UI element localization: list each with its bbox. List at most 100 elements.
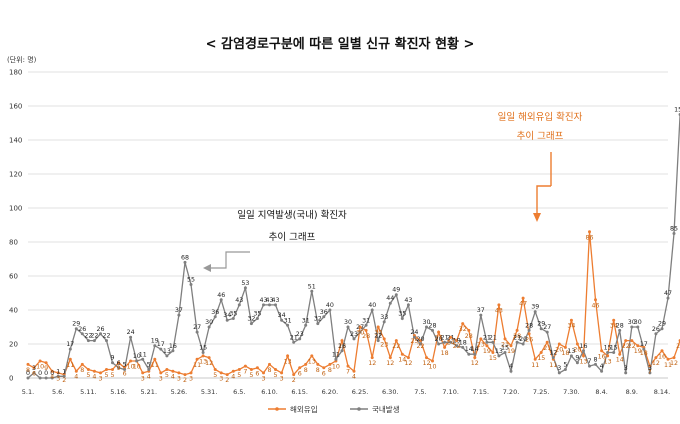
data-point-1-101: [636, 325, 640, 329]
data-point-1-70: [449, 340, 453, 344]
data-label-0-98: 14: [616, 357, 624, 364]
y-tick-label-7: 140: [9, 137, 22, 145]
data-point-1-86: [545, 330, 549, 334]
data-point-0-5: [56, 371, 60, 375]
series-points: [26, 113, 680, 380]
data-point-0-23: [165, 368, 169, 371]
data-label-0-40: 8: [267, 367, 271, 374]
data-label-1-6: 1: [62, 368, 66, 375]
data-point-1-102: [642, 347, 646, 351]
data-point-0-8: [74, 369, 78, 373]
legend-label-domestic: 국내발생: [372, 404, 400, 414]
data-point-1-31: [213, 315, 217, 319]
data-label-0-93: 86: [585, 234, 593, 241]
data-label-1-107: 85: [670, 226, 678, 233]
data-point-1-107: [672, 232, 676, 235]
data-label-0-90: 34: [567, 323, 575, 330]
annotation-domestic-arrowhead: [203, 264, 211, 272]
data-label-0-55: 30: [356, 330, 364, 337]
data-label-0-80: 19: [507, 348, 515, 355]
data-point-0-42: [280, 371, 284, 375]
x-tick-label-12: 6.30.: [382, 388, 399, 396]
data-point-1-88: [557, 371, 561, 375]
data-point-1-30: [207, 325, 211, 329]
data-point-1-71: [455, 344, 459, 348]
data-point-1-69: [443, 340, 447, 344]
data-point-1-89: [563, 368, 567, 371]
data-point-1-34: [231, 317, 235, 320]
data-point-0-61: [394, 339, 398, 343]
data-point-1-60: [388, 301, 392, 305]
data-label-0-73: 28: [465, 333, 473, 340]
data-point-1-35: [237, 303, 241, 307]
y-tick-label-8: 160: [9, 103, 22, 111]
data-label-0-41: 5: [273, 372, 277, 379]
data-label-1-24: 16: [169, 343, 177, 350]
data-point-0-2: [38, 359, 42, 363]
data-label-1-37: 32: [247, 316, 255, 323]
x-tick-label-11: 6.25.: [352, 388, 369, 396]
data-point-1-74: [473, 352, 477, 356]
data-point-1-106: [666, 296, 670, 300]
data-point-0-45: [298, 366, 302, 370]
data-point-1-1: [32, 371, 36, 375]
data-label-0-21: 11: [151, 362, 159, 369]
data-point-1-27: [189, 283, 193, 286]
data-point-0-49: [322, 366, 326, 370]
data-point-1-20: [147, 368, 151, 371]
data-label-0-19: 3: [141, 375, 145, 382]
data-label-0-83: 26: [525, 336, 533, 343]
data-label-0-65: 22: [416, 343, 424, 350]
x-tick-label-6: 5.31.: [201, 388, 218, 396]
data-point-1-29: [201, 351, 205, 354]
data-label-1-54: 23: [350, 331, 358, 338]
data-label-0-76: 19: [483, 348, 491, 355]
data-point-1-43: [286, 323, 290, 327]
data-point-0-0: [26, 362, 30, 366]
data-label-1-99: 3: [624, 365, 628, 372]
data-point-1-64: [412, 335, 416, 339]
data-point-1-68: [437, 342, 441, 346]
data-label-0-85: 15: [537, 355, 545, 362]
data-label-1-69: 21: [441, 334, 449, 341]
data-label-0-105: 16: [658, 353, 666, 360]
data-label-1-45: 23: [296, 331, 304, 338]
data-label-1-17: 24: [127, 329, 135, 336]
data-point-0-81: [515, 328, 519, 332]
data-point-0-53: [346, 364, 350, 368]
data-label-0-22: 3: [159, 375, 163, 382]
data-label-0-62: 14: [398, 357, 406, 364]
data-label-0-33: 2: [225, 377, 229, 384]
data-point-1-77: [491, 340, 495, 344]
annotation-overseas-line2: 추이 그래프: [517, 131, 564, 142]
data-label-0-36: 7: [243, 369, 247, 376]
data-point-1-66: [425, 325, 428, 329]
data-point-1-85: [539, 327, 543, 331]
data-point-1-39: [262, 303, 265, 307]
data-point-1-6: [62, 374, 66, 378]
data-label-1-68: 20: [435, 336, 443, 343]
data-label-0-8: 4: [74, 374, 78, 381]
data-label-1-76: 21: [483, 334, 491, 341]
data-point-1-9: [80, 332, 84, 336]
data-point-1-78: [497, 354, 501, 358]
data-label-0-13: 5: [104, 372, 108, 379]
data-point-0-44: [292, 373, 296, 377]
data-point-0-74: [473, 356, 477, 360]
data-point-1-33: [225, 318, 229, 322]
data-point-1-83: [527, 328, 531, 332]
data-label-0-28: 11: [193, 362, 201, 369]
data-point-1-13: [105, 339, 108, 343]
data-label-0-25: 3: [177, 375, 181, 382]
data-point-0-85: [539, 351, 543, 354]
x-tick-label-15: 7.15.: [473, 388, 490, 396]
data-label-0-77: 15: [489, 355, 497, 362]
data-point-0-39: [262, 371, 265, 375]
data-label-1-38: 35: [253, 311, 261, 318]
data-point-1-56: [364, 323, 368, 327]
data-point-0-71: [455, 339, 459, 343]
data-point-1-72: [461, 345, 465, 349]
data-label-0-34: 4: [231, 374, 235, 381]
data-label-1-72: 18: [459, 339, 467, 346]
